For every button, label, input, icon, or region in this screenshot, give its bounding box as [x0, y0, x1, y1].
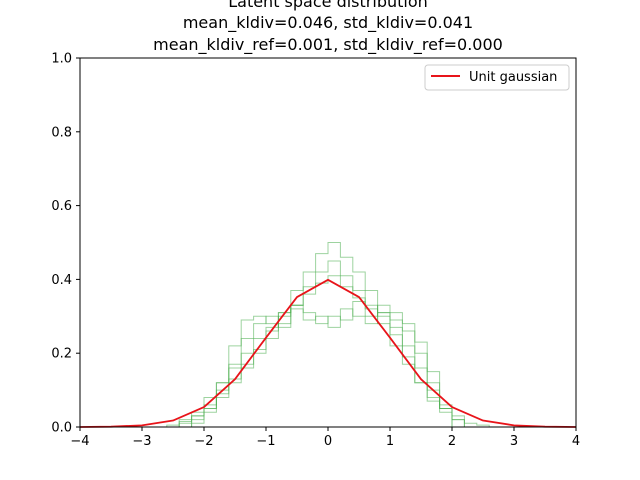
gaussian-line-layer	[79, 278, 577, 428]
y-tick-label: 1.0	[51, 52, 72, 67]
histogram-4	[166, 260, 490, 427]
x-tick-label: −3	[132, 434, 151, 449]
y-tick-label: 0.2	[51, 347, 72, 362]
legend: Unit gaussian	[424, 64, 570, 91]
chart-title-line-3: mean_kldiv_ref=0.001, std_kldiv_ref=0.00…	[153, 35, 503, 55]
chart-title-line-1: Latent space distribution	[228, 0, 428, 11]
x-tick-label: 1	[386, 434, 394, 449]
y-tick-label: 0.6	[51, 199, 72, 214]
x-tick-label: −1	[256, 434, 275, 449]
histogram-2	[191, 301, 453, 427]
series-unit-gaussian	[79, 278, 577, 428]
x-tick-label: 3	[510, 434, 518, 449]
chart-title: Latent space distribution mean_kldiv=0.0…	[153, 0, 503, 55]
legend-label-unit-gaussian: Unit gaussian	[469, 70, 557, 85]
y-tick-label: 0.0	[51, 421, 72, 436]
x-tick-label: −4	[70, 434, 89, 449]
histogram-3	[178, 242, 465, 427]
x-axis: −4 −3 −2 −1 0 1 2 3 4	[70, 427, 580, 449]
x-tick-label: 0	[324, 434, 332, 449]
chart-title-line-2: mean_kldiv=0.046, std_kldiv=0.041	[183, 13, 473, 33]
y-axis: 0.0 0.2 0.4 0.6 0.8 1.0	[51, 52, 80, 436]
histogram-5	[178, 275, 465, 427]
x-tick-label: 4	[572, 434, 580, 449]
x-tick-label: 2	[448, 434, 456, 449]
legend-box	[424, 64, 570, 91]
histogram-layer	[166, 242, 490, 427]
x-tick-label: −2	[194, 434, 213, 449]
y-tick-label: 0.4	[51, 273, 72, 288]
y-tick-label: 0.8	[51, 125, 72, 140]
histogram-1	[191, 304, 453, 427]
